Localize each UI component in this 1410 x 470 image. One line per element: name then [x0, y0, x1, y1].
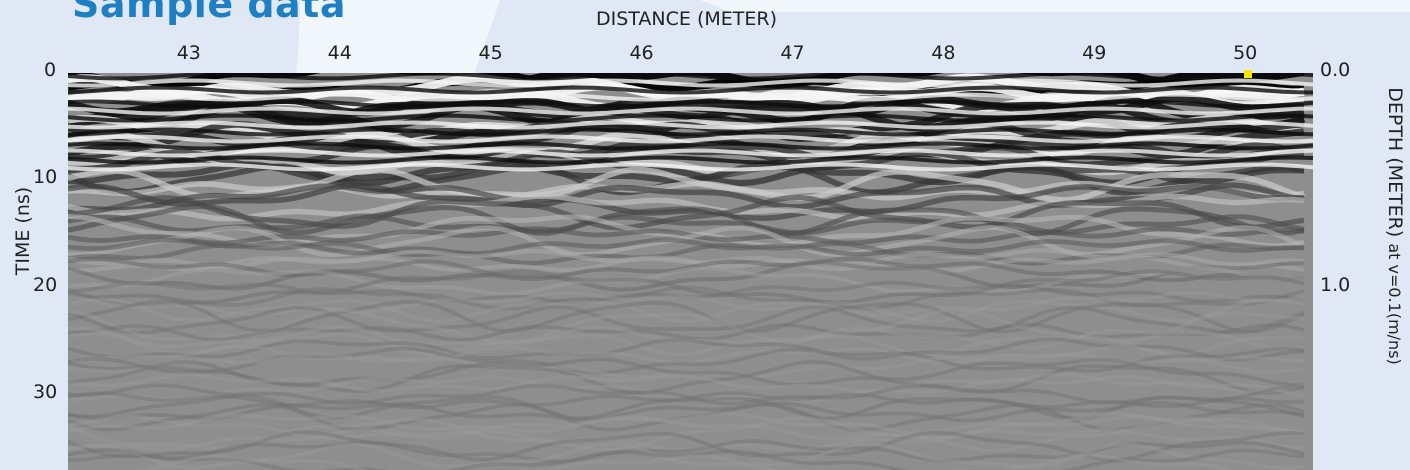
radar-reflection-band — [68, 411, 1305, 435]
y2-tick-label: 1.0 — [1320, 273, 1351, 296]
x-axis-title: DISTANCE (METER) — [596, 8, 777, 30]
y-tick-label: 0 — [44, 59, 57, 81]
x-tick-label: 45 — [478, 42, 503, 64]
radar-surface-band — [68, 85, 1313, 95]
x-tick-label: 47 — [780, 42, 805, 64]
radar-reflection-band — [68, 307, 1305, 345]
radar-surface-band — [68, 134, 1313, 144]
radar-reflection-band — [68, 439, 1305, 464]
radar-surface-band — [68, 92, 1313, 102]
radar-reflection-band — [68, 346, 1305, 375]
radar-surface-band — [68, 120, 1313, 130]
y2-axis-title-main: DEPTH (METER) — [1384, 87, 1406, 238]
radar-surface-band — [68, 127, 1313, 137]
radar-reflection-band — [132, 453, 1237, 470]
radar-reflection-band — [68, 391, 1305, 410]
radar-reflection-band — [68, 427, 1305, 452]
decor-white-corner-shape — [700, 0, 1410, 12]
radar-reflection-band — [68, 237, 1305, 257]
radar-reflection-band — [68, 448, 1305, 470]
radar-reflection-band — [68, 322, 1305, 342]
y2-axis-title-note: at v=0.1(m/ns) — [1385, 243, 1404, 365]
radar-reflection-band — [68, 344, 1305, 366]
radar-reflection-band — [68, 352, 1305, 380]
radar-reflection-band — [68, 442, 1305, 470]
radar-surface-band — [68, 73, 1313, 81]
radar-surface-band — [68, 106, 1313, 116]
y-tick-label: 20 — [33, 273, 58, 296]
radar-reflection-band — [68, 298, 1305, 334]
radar-reflection-band — [68, 372, 1305, 394]
radar-reflection-band — [68, 290, 1305, 317]
radar-reflection-band — [68, 430, 1305, 462]
radar-reflection-band — [68, 120, 1305, 159]
radar-reflection-band — [68, 269, 1305, 305]
radargram-plot — [68, 73, 1313, 470]
radar-reflection-band — [68, 400, 1305, 423]
y2-tick-label: 0.0 — [1320, 59, 1351, 81]
radar-reflection-band — [68, 394, 1305, 421]
radar-reflection-band — [68, 357, 1305, 387]
radar-surface-band — [68, 141, 1313, 151]
radar-reflection-band — [68, 213, 1305, 236]
radar-surface-band — [68, 162, 1313, 172]
radar-surface-band — [68, 78, 1313, 88]
x-tick-label: 48 — [931, 42, 956, 64]
radar-reflection-band — [68, 337, 1305, 362]
y-tick-label: 30 — [33, 380, 58, 403]
radar-reflection-band — [68, 280, 1305, 305]
radar-reflection-band — [68, 259, 1305, 292]
radar-reflection-band — [68, 254, 1305, 274]
radar-reflection-band — [68, 297, 1305, 324]
y2-axis-title: DEPTH (METER) at v=0.1(m/ns) — [1384, 71, 1406, 381]
radar-reflection-band — [68, 416, 1305, 453]
radar-reflection-band — [68, 403, 1305, 432]
x-tick-label: 43 — [176, 42, 201, 64]
radar-reflection-band — [68, 374, 1305, 403]
radar-reflection-band — [68, 266, 1305, 296]
radar-reflection-band — [68, 359, 1305, 395]
radar-reflection-band — [68, 194, 1305, 231]
radar-reflection-band — [68, 383, 1305, 406]
radar-surface-band — [68, 113, 1313, 123]
radar-reflection-band — [68, 94, 1305, 117]
radar-reflection-band — [68, 305, 1305, 335]
radar-reflection-band — [68, 331, 1305, 357]
x-tick-label: 49 — [1082, 42, 1107, 64]
gps-marker — [1244, 70, 1252, 78]
y-tick-label: 10 — [33, 166, 58, 189]
x-tick-label: 50 — [1233, 42, 1258, 64]
radar-surface-band — [68, 99, 1313, 109]
radar-reflection-band — [68, 285, 1305, 311]
page-title: Sample data — [72, 0, 346, 26]
radar-surface-band — [68, 155, 1313, 165]
radar-surface-band — [68, 148, 1313, 158]
radar-reflection-band — [68, 414, 1305, 441]
y-axis-title: TIME (ns) — [12, 186, 34, 276]
x-tick-label: 44 — [327, 42, 352, 64]
x-tick-label: 46 — [629, 42, 654, 64]
radar-reflection-band — [68, 180, 1305, 201]
radar-reflection-band — [68, 256, 1305, 283]
radar-reflection-band — [68, 325, 1305, 351]
